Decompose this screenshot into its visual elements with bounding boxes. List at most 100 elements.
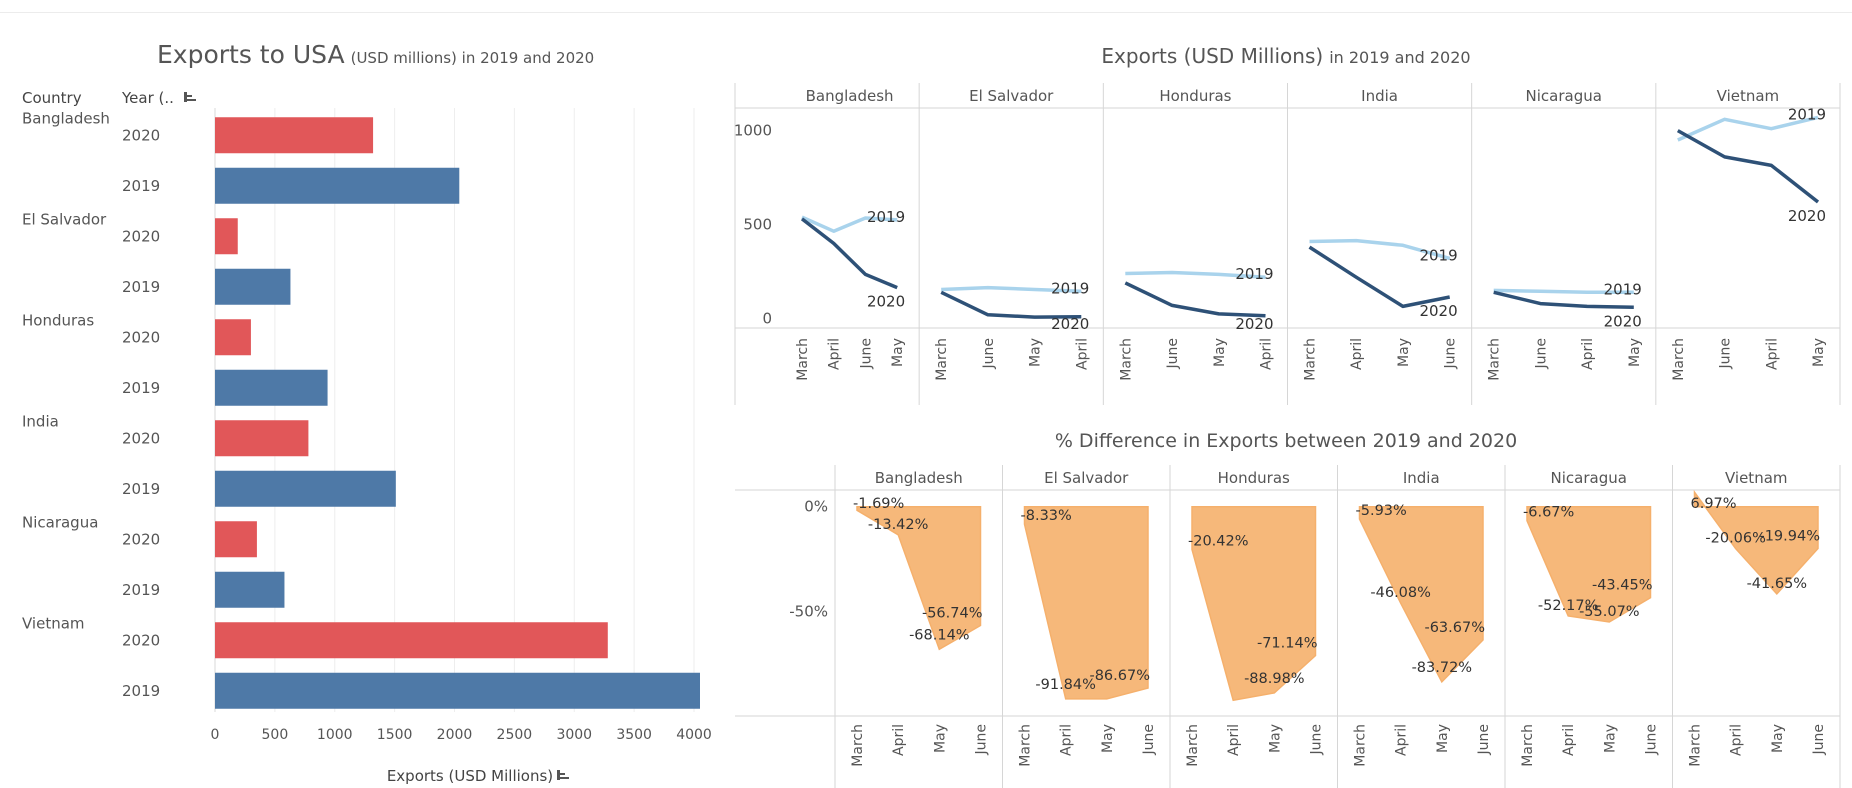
bar-row-2019[interactable] xyxy=(215,167,460,204)
area-x-tick-label: June xyxy=(974,724,990,756)
line-x-tick-label: May xyxy=(1811,338,1827,367)
line-Honduras-2020[interactable] xyxy=(1124,281,1266,318)
line-chart-title: Exports (USD Millions) in 2019 and 2020 xyxy=(1101,44,1470,68)
line-chart: 0 500 1000 Bangladesh March April June May 2019 2… xyxy=(734,83,1841,405)
area-Bangladesh[interactable] xyxy=(856,505,982,651)
header-year[interactable]: Year (.. xyxy=(121,89,174,107)
bar-gridlines xyxy=(214,108,695,712)
bar-row-2019[interactable] xyxy=(215,672,700,709)
line-x-tick-label: March xyxy=(1487,338,1503,381)
area-y-tick-label: -50% xyxy=(789,602,828,620)
bar-Bangladesh-2020[interactable] xyxy=(215,117,374,154)
line-panel-header: Vietnam xyxy=(1717,87,1780,105)
year-label: 2020 xyxy=(122,126,160,144)
area-Nicaragua[interactable] xyxy=(1526,505,1652,623)
area-data-label: -46.08% xyxy=(1370,585,1431,601)
year-label: 2020 xyxy=(122,227,160,245)
line-x-tick-label: May xyxy=(1212,338,1228,367)
area-data-label: -55.07% xyxy=(1579,604,1640,620)
bar-rows: Bangladesh 2020 2019 El Salvador 2020 2019 Hon… xyxy=(22,109,700,709)
area-data-label: -86.67% xyxy=(1089,668,1150,684)
country-label: Bangladesh xyxy=(22,109,110,127)
area-India[interactable] xyxy=(1358,505,1484,684)
line-Bangladesh-2020[interactable] xyxy=(800,217,898,290)
line-India-2020[interactable] xyxy=(1308,245,1451,309)
area-data-label: -71.14% xyxy=(1257,636,1318,652)
area-data-label: -91.84% xyxy=(1035,677,1096,693)
line-x-tick-label: March xyxy=(1118,338,1134,381)
line-Nicaragua-2019[interactable] xyxy=(1493,288,1634,295)
line-Vietnam-2020[interactable] xyxy=(1676,129,1820,204)
line-x-tick-label: June xyxy=(1443,338,1459,370)
bar-x-tick-label: 4000 xyxy=(676,727,712,743)
line-x-tick-label: June xyxy=(1718,338,1734,370)
line-Honduras-2019[interactable] xyxy=(1125,270,1266,279)
area-panel-header: India xyxy=(1403,469,1440,487)
area-x-tick-label: June xyxy=(1476,724,1492,756)
line-x-tick-label: April xyxy=(1764,338,1780,370)
area-y-tick-label: 0% xyxy=(804,498,828,516)
bar-El Salvador-2020[interactable] xyxy=(215,218,238,255)
area-panel-header: Bangladesh xyxy=(875,469,963,487)
area-panel-header: El Salvador xyxy=(1044,469,1129,487)
line-Nicaragua-2020[interactable] xyxy=(1493,290,1634,310)
line-x-tick-label: May xyxy=(1028,338,1044,367)
bar-Nicaragua-2020[interactable] xyxy=(215,521,257,558)
area-data-label: -43.45% xyxy=(1592,578,1653,594)
bar-x-tick-label: 3000 xyxy=(556,727,592,743)
area-x-tick-label: June xyxy=(1811,724,1827,756)
area-data-label: -83.72% xyxy=(1412,660,1473,676)
country-label: India xyxy=(22,412,59,430)
line-end-label-2020: 2020 xyxy=(1419,302,1457,320)
bar-x-tick-label: 1500 xyxy=(377,727,413,743)
line-end-label-2020: 2020 xyxy=(867,293,905,311)
line-end-label-2020: 2020 xyxy=(1788,207,1826,225)
bar-Vietnam-2020[interactable] xyxy=(215,622,608,659)
line-y-tick-label: 0 xyxy=(762,310,772,328)
area-x-tick-label: May xyxy=(932,724,948,753)
bar-Honduras-2020[interactable] xyxy=(215,319,251,356)
line-end-label-2019: 2019 xyxy=(867,208,905,226)
area-Honduras[interactable] xyxy=(1191,505,1317,702)
area-data-label: -88.98% xyxy=(1244,671,1305,687)
year-label: 2019 xyxy=(122,177,160,195)
bar-chart-title: Exports to USA (USD millions) in 2019 and… xyxy=(157,40,594,69)
area-Vietnam[interactable] xyxy=(1693,489,1819,596)
bar-x-tick-label: 2000 xyxy=(437,727,473,743)
area-data-label: -56.74% xyxy=(922,605,983,621)
line-x-tick-label: April xyxy=(827,338,843,370)
top-divider xyxy=(0,12,1852,13)
bar-row-2019[interactable] xyxy=(215,571,285,608)
sort-icon[interactable] xyxy=(184,92,196,102)
area-data-label: -19.94% xyxy=(1759,528,1820,544)
area-data-label: -63.67% xyxy=(1424,620,1485,636)
area-El Salvador[interactable] xyxy=(1023,505,1149,700)
line-El Salvador-2020[interactable] xyxy=(940,290,1082,319)
line-end-label-2019: 2019 xyxy=(1051,279,1089,297)
line-end-label-2020: 2020 xyxy=(1051,315,1089,333)
year-label: 2019 xyxy=(122,278,160,296)
area-data-label: -68.14% xyxy=(909,627,970,643)
area-x-tick-label: March xyxy=(1520,724,1536,767)
area-panel-header: Nicaragua xyxy=(1551,469,1627,487)
line-Vietnam-2019[interactable] xyxy=(1677,115,1819,142)
header-country[interactable]: Country xyxy=(22,89,82,107)
bar-row-2019[interactable] xyxy=(215,369,328,406)
country-label: Vietnam xyxy=(22,614,85,632)
line-El Salvador-2019[interactable] xyxy=(941,285,1082,294)
line-end-label-2019: 2019 xyxy=(1419,246,1457,264)
line-India-2019[interactable] xyxy=(1309,238,1451,261)
area-panel-header: Vietnam xyxy=(1725,469,1788,487)
area-chart-title: % Difference in Exports between 2019 and… xyxy=(1055,430,1517,452)
bar-India-2020[interactable] xyxy=(215,420,309,457)
line-x-tick-label: May xyxy=(1396,338,1412,367)
bar-row-2019[interactable] xyxy=(215,268,291,305)
line-y-tick-label: 500 xyxy=(743,216,772,234)
xlabel-sort-icon[interactable] xyxy=(557,770,569,780)
line-chart-title-main: Exports (USD Millions) xyxy=(1101,44,1323,68)
line-panel-header: Bangladesh xyxy=(806,87,894,105)
bar-row-2019[interactable] xyxy=(215,470,396,507)
area-x-tick-label: April xyxy=(1561,724,1577,756)
line-Bangladesh-2019[interactable] xyxy=(801,215,898,233)
area-x-tick-label: May xyxy=(1770,724,1786,753)
